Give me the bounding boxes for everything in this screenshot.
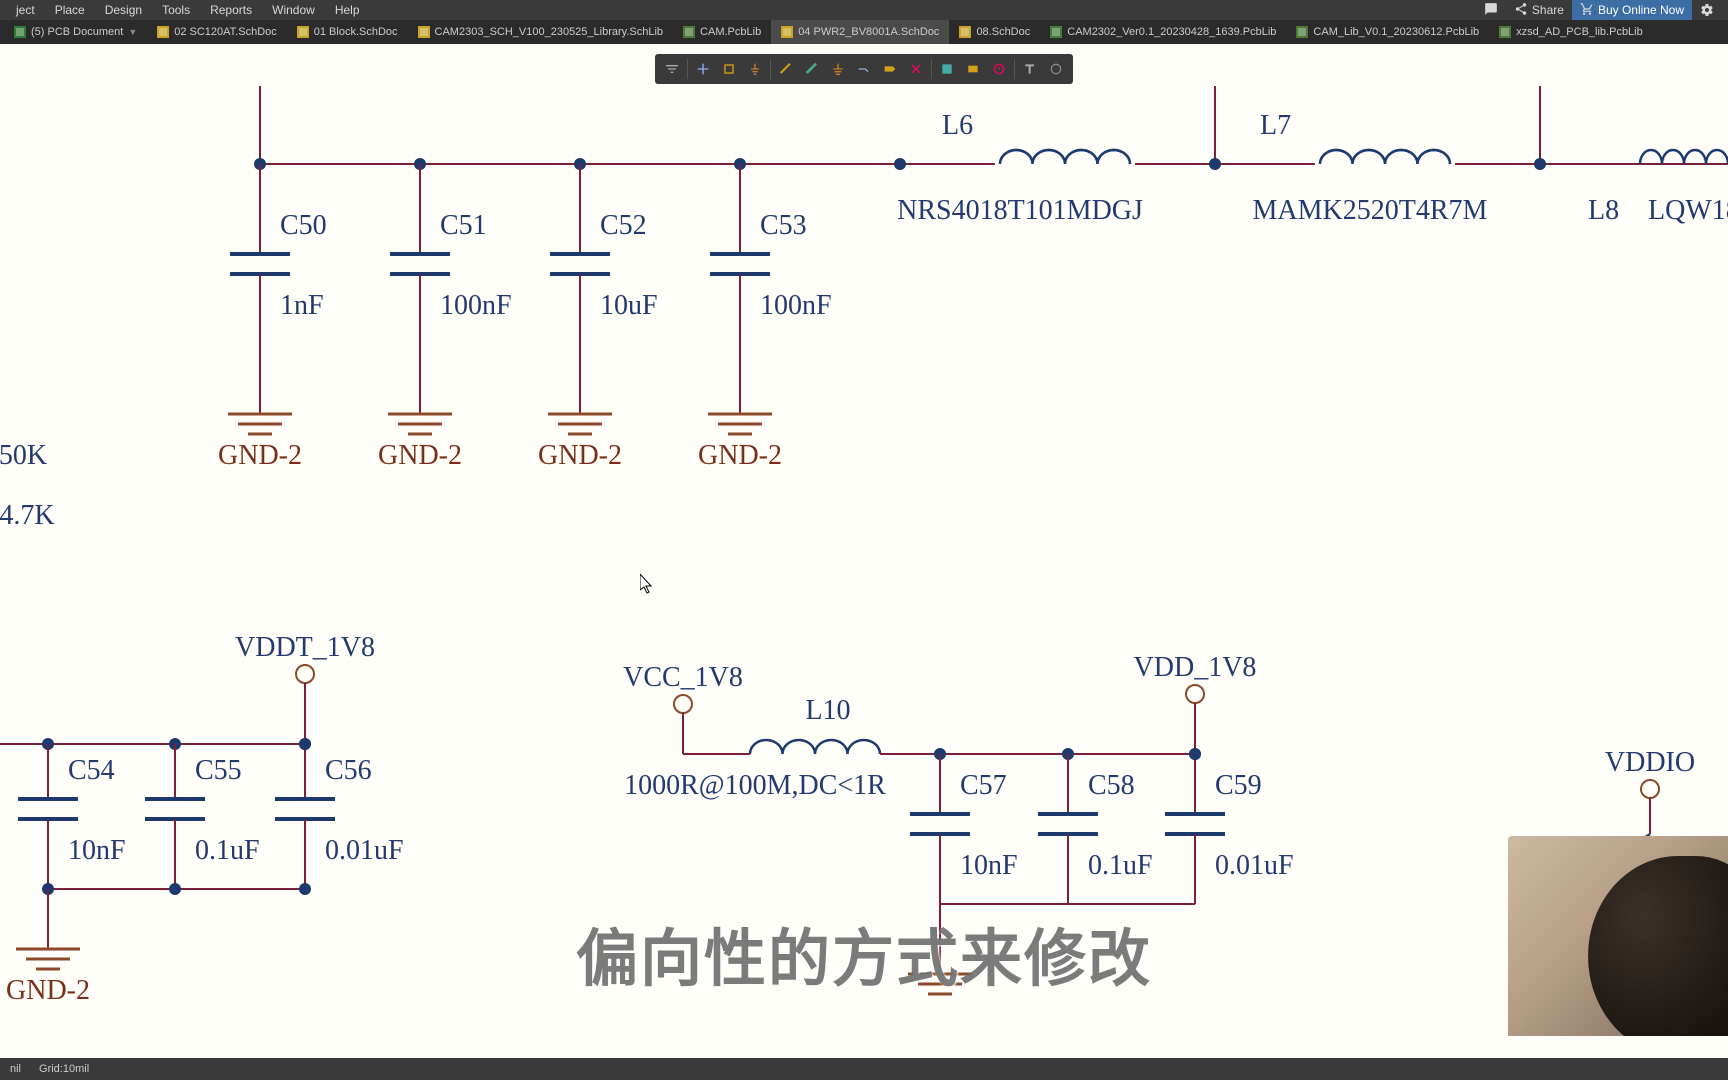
tab[interactable]: 01 Block.SchDoc bbox=[287, 20, 408, 44]
svg-text:1000R@100M,DC<1R: 1000R@100M,DC<1R bbox=[624, 770, 886, 801]
tab[interactable]: (5) PCB Document▼ bbox=[4, 20, 147, 44]
svg-text:C56: C56 bbox=[325, 755, 372, 786]
svg-text:1nF: 1nF bbox=[280, 290, 324, 321]
status-bar: nil Grid:10mil bbox=[0, 1058, 1728, 1080]
gnd-icon[interactable] bbox=[825, 56, 851, 82]
svg-text:100nF: 100nF bbox=[440, 290, 512, 321]
tab[interactable]: CAM2302_Ver0.1_20230428_1639.PcbLib bbox=[1040, 20, 1286, 44]
text-icon[interactable] bbox=[1017, 56, 1043, 82]
svg-text:L7: L7 bbox=[1260, 110, 1291, 141]
svg-text:C59: C59 bbox=[1215, 770, 1262, 801]
schematic-canvas[interactable]: C50 1nF GND-2 C51 100nF GND-2 C52 10uF GND-2 C53 1… bbox=[0, 44, 1728, 1058]
tab[interactable]: 02 SC120AT.SchDoc bbox=[147, 20, 287, 44]
part-icon[interactable] bbox=[716, 56, 742, 82]
drawing-icon[interactable] bbox=[1043, 56, 1069, 82]
active-bar bbox=[655, 54, 1073, 84]
svg-text:VDDT_1V8: VDDT_1V8 bbox=[235, 632, 375, 663]
sheet-symbol-icon[interactable] bbox=[960, 56, 986, 82]
svg-text:L8: L8 bbox=[1588, 195, 1619, 226]
menu-reports[interactable]: Reports bbox=[200, 3, 262, 17]
svg-text:GND-2: GND-2 bbox=[698, 440, 782, 471]
svg-text:GND-2: GND-2 bbox=[218, 440, 302, 471]
menu-window[interactable]: Window bbox=[262, 3, 325, 17]
svg-text:L6: L6 bbox=[942, 110, 973, 141]
svg-text:VDDIO: VDDIO bbox=[1605, 747, 1695, 778]
svg-text:GND-2: GND-2 bbox=[6, 975, 90, 1006]
svg-text:10uF: 10uF bbox=[600, 290, 658, 321]
svg-text:MAMK2520T4R7M: MAMK2520T4R7M bbox=[1253, 195, 1488, 226]
svg-text:0.1uF: 0.1uF bbox=[1088, 850, 1153, 881]
tab[interactable]: xzsd_AD_PCB_lib.PcbLib bbox=[1489, 20, 1653, 44]
settings-icon[interactable] bbox=[1692, 0, 1722, 20]
document-tabs: (5) PCB Document▼02 SC120AT.SchDoc01 Blo… bbox=[0, 20, 1728, 44]
bus-icon[interactable] bbox=[799, 56, 825, 82]
svg-text:C58: C58 bbox=[1088, 770, 1135, 801]
svg-text:0.01uF: 0.01uF bbox=[1215, 850, 1294, 881]
power-port-icon[interactable] bbox=[742, 56, 768, 82]
svg-text:L10: L10 bbox=[805, 695, 850, 726]
svg-text:0.01uF: 0.01uF bbox=[325, 835, 404, 866]
webcam-overlay bbox=[1508, 836, 1728, 1036]
notification-icon[interactable] bbox=[1476, 0, 1506, 20]
status-grid: Grid:10mil bbox=[39, 1063, 89, 1075]
svg-text:C57: C57 bbox=[960, 770, 1007, 801]
filter-icon[interactable] bbox=[659, 56, 685, 82]
svg-text:10nF: 10nF bbox=[68, 835, 126, 866]
svg-text:C51: C51 bbox=[440, 210, 487, 241]
svg-text:C50: C50 bbox=[280, 210, 327, 241]
svg-text:10nF: 10nF bbox=[960, 850, 1018, 881]
mouse-cursor bbox=[640, 574, 654, 594]
status-coord: nil bbox=[10, 1063, 21, 1075]
svg-text:4.7K: 4.7K bbox=[0, 500, 55, 531]
svg-text:50K: 50K bbox=[0, 440, 47, 471]
wire-icon[interactable] bbox=[773, 56, 799, 82]
buy-online-button[interactable]: Buy Online Now bbox=[1572, 0, 1692, 20]
svg-text:0.1uF: 0.1uF bbox=[195, 835, 260, 866]
tab[interactable]: 04 PWR2_BV8001A.SchDoc bbox=[771, 20, 949, 44]
menu-project[interactable]: ject bbox=[6, 3, 45, 17]
subtitle-overlay: 偏向性的方式来修改 bbox=[576, 908, 1152, 998]
svg-text:100nF: 100nF bbox=[760, 290, 832, 321]
menu-help[interactable]: Help bbox=[325, 3, 370, 17]
tab[interactable]: CAM_Lib_V0.1_20230612.PcbLib bbox=[1286, 20, 1489, 44]
port-icon[interactable] bbox=[877, 56, 903, 82]
menu-design[interactable]: Design bbox=[95, 3, 152, 17]
menu-tools[interactable]: Tools bbox=[152, 3, 200, 17]
noerc-icon[interactable] bbox=[903, 56, 929, 82]
tab[interactable]: CAM2303_SCH_V100_230525_Library.SchLib bbox=[408, 20, 674, 44]
tab[interactable]: 08.SchDoc bbox=[949, 20, 1040, 44]
share-button[interactable]: Share bbox=[1506, 0, 1572, 20]
svg-text:VCC_1V8: VCC_1V8 bbox=[623, 662, 743, 693]
directive-icon[interactable] bbox=[986, 56, 1012, 82]
svg-text:C52: C52 bbox=[600, 210, 647, 241]
tab[interactable]: CAM.PcbLib bbox=[673, 20, 771, 44]
svg-text:LQW18: LQW18 bbox=[1648, 195, 1728, 226]
svg-text:NRS4018T101MDGJ: NRS4018T101MDGJ bbox=[897, 195, 1143, 226]
svg-text:GND-2: GND-2 bbox=[538, 440, 622, 471]
svg-text:VDD_1V8: VDD_1V8 bbox=[1134, 652, 1257, 683]
harness-icon[interactable] bbox=[934, 56, 960, 82]
svg-text:GND-2: GND-2 bbox=[378, 440, 462, 471]
menu-place[interactable]: Place bbox=[45, 3, 95, 17]
netlabel-icon[interactable] bbox=[851, 56, 877, 82]
menu-bar: ject Place Design Tools Reports Window H… bbox=[0, 0, 1728, 20]
svg-text:C54: C54 bbox=[68, 755, 115, 786]
svg-text:C55: C55 bbox=[195, 755, 242, 786]
cross-probe-icon[interactable] bbox=[690, 56, 716, 82]
svg-text:C53: C53 bbox=[760, 210, 807, 241]
